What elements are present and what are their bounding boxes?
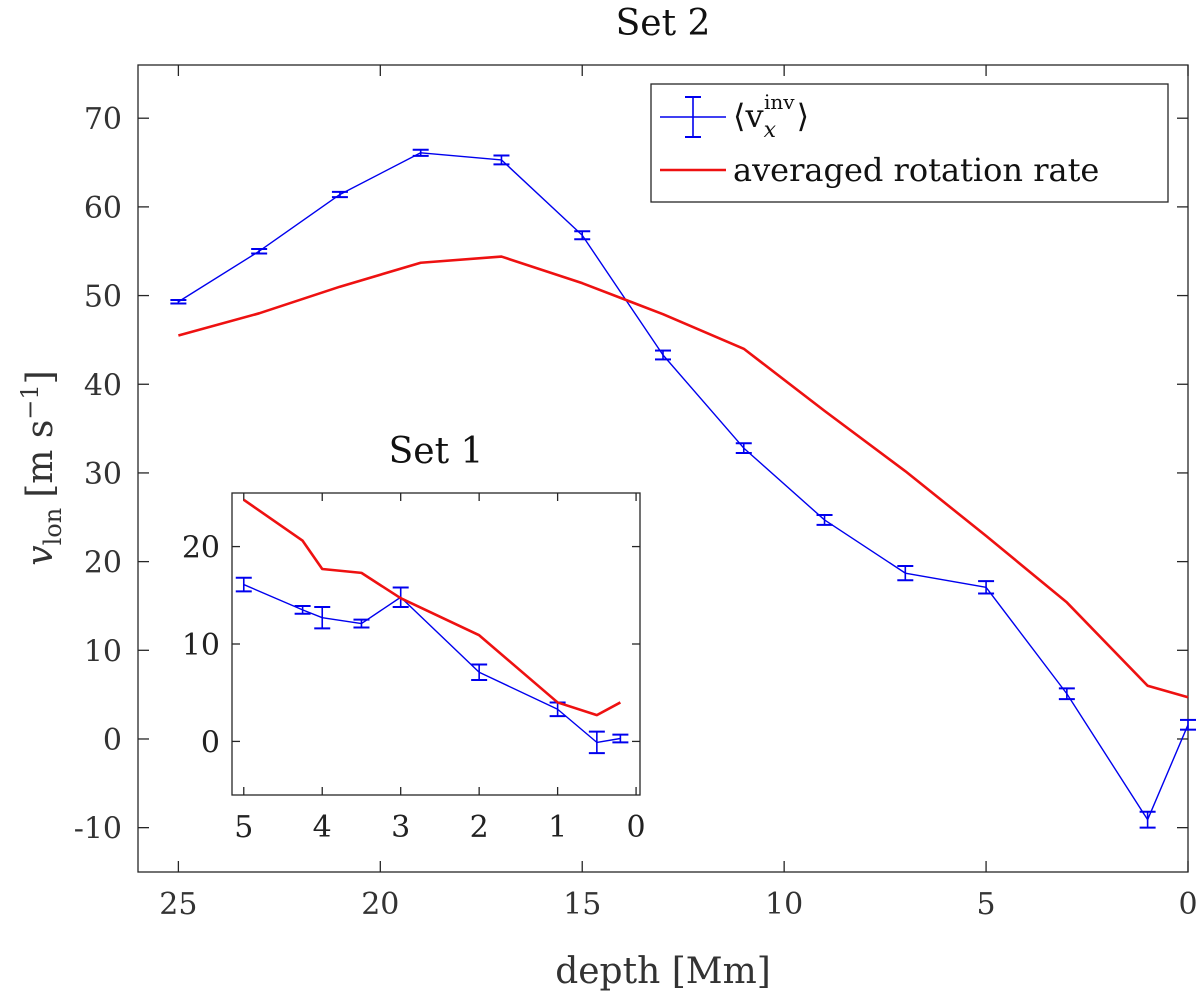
- y-tick-label: 60: [84, 191, 122, 226]
- errorbar: [1139, 810, 1156, 829]
- errorbar: [1058, 687, 1075, 701]
- inset-errorbar: [235, 576, 252, 593]
- legend: ⟨vxinv⟩ averaged rotation rate: [650, 83, 1169, 203]
- inset-errorbar: [294, 605, 311, 615]
- y-axis-label-var: v: [20, 545, 61, 565]
- x-tick-label: 25: [159, 887, 197, 922]
- inset-x-tick-label: 5: [234, 810, 253, 845]
- errorbar: [816, 514, 833, 526]
- inset-errorbar: [612, 733, 629, 744]
- y-axis-label-sub: lon: [39, 508, 67, 546]
- errorbar: [331, 190, 348, 199]
- x-tick-label: 5: [977, 887, 996, 922]
- errorbar: [251, 248, 268, 255]
- inset-x-tick-label: 3: [391, 810, 410, 845]
- x-tick-label: 15: [563, 887, 601, 922]
- inset-series-line-rotation: [243, 498, 621, 717]
- inset-x-tick-label: 2: [470, 810, 489, 845]
- y-tick-label: 30: [84, 457, 122, 492]
- y-axis-label-close: ]: [20, 370, 61, 384]
- y-tick-label: 70: [84, 102, 122, 137]
- inset-errorbar: [353, 618, 370, 629]
- x-tick-label: 0: [1178, 887, 1197, 922]
- errorbar: [170, 299, 187, 305]
- inset-x-tick-label: 4: [313, 810, 332, 845]
- inset-axes-frame: [231, 492, 641, 796]
- inset-y-tick-label: 0: [201, 725, 220, 760]
- series-line-vinv: [178, 152, 1189, 821]
- x-tick-label: 20: [361, 887, 399, 922]
- y-tick-label: 50: [84, 280, 122, 315]
- y-axis-label: vlon [m s−1]: [16, 370, 67, 565]
- errorbar: [412, 148, 429, 157]
- legend-box: [650, 83, 1169, 203]
- inset-y-tick-label: 10: [182, 628, 220, 663]
- y-tick-label: 40: [84, 368, 122, 403]
- inset-errorbar: [314, 605, 331, 630]
- y-tick-label: 0: [103, 723, 122, 758]
- y-axis-label-exp: −1: [16, 384, 44, 419]
- x-axis-label: depth [Mm]: [555, 951, 771, 992]
- errorbar: [493, 154, 510, 166]
- inset-y-tick-label: 20: [182, 531, 220, 566]
- x-tick-label: 10: [765, 887, 803, 922]
- inset-errorbar: [471, 663, 488, 682]
- svg-text:vlon[m s−1]: vlon [m s−1]: [16, 370, 67, 565]
- errorbar: [655, 349, 671, 361]
- inset-x-tick-label: 0: [627, 810, 646, 845]
- legend-label-vinv: ⟨vxinv⟩: [733, 90, 809, 143]
- y-tick-label: -10: [74, 812, 122, 847]
- legend-sample-vinv: [660, 96, 726, 138]
- y-tick-label: 20: [84, 546, 122, 581]
- y-tick-label: 10: [84, 634, 122, 669]
- inset-chart-title: Set 1: [389, 431, 484, 472]
- errorbar: [1180, 718, 1196, 731]
- inset-errorbar: [588, 730, 605, 755]
- series-line-rotation: [178, 255, 1189, 699]
- errorbar: [978, 580, 995, 595]
- y-axis-label-units: [m s: [20, 420, 61, 498]
- chart-title: Set 2: [616, 3, 711, 44]
- errorbar: [897, 565, 914, 582]
- inset-x-tick-label: 1: [548, 810, 567, 845]
- errorbar: [735, 442, 752, 454]
- errorbar: [574, 230, 591, 241]
- legend-label-rotation: averaged rotation rate: [733, 151, 1099, 189]
